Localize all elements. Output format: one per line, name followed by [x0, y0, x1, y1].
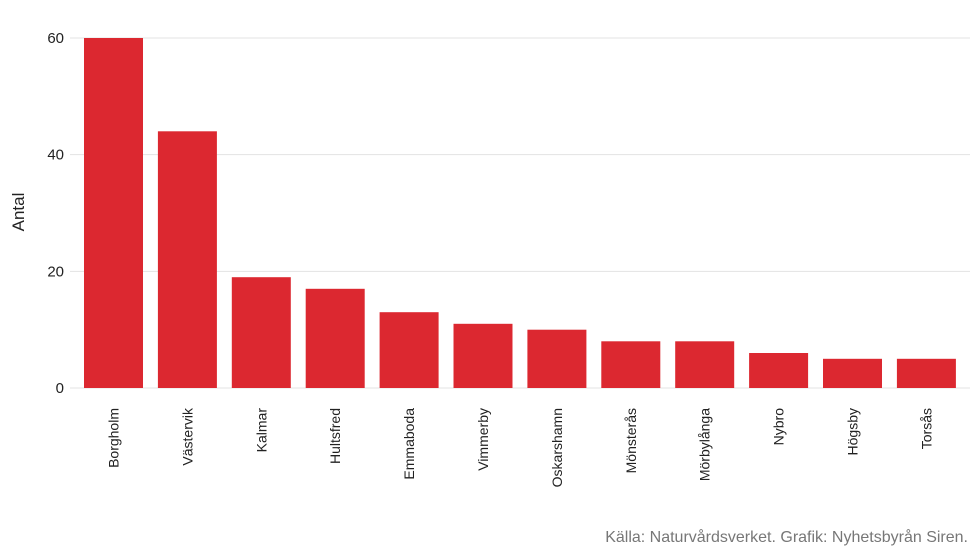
x-category-label: Oskarshamn [549, 408, 565, 487]
x-category-label: Kalmar [253, 408, 269, 453]
bars [84, 38, 956, 389]
y-tick-label: 0 [56, 380, 64, 397]
y-tick-label: 60 [47, 30, 64, 47]
x-category-label: Högsby [845, 408, 861, 455]
gridlines [70, 37, 970, 389]
x-category-label: Vimmerby [475, 408, 491, 471]
y-axis-ticks: 0 20 40 60 [47, 30, 64, 397]
bar [379, 312, 439, 388]
bar [527, 329, 587, 388]
x-category-label: Västervik [179, 407, 195, 466]
bar [823, 358, 882, 388]
bar [453, 323, 513, 388]
y-tick-label: 40 [47, 147, 64, 164]
bar [231, 277, 291, 388]
bar [749, 353, 809, 388]
bar [157, 131, 217, 389]
bar [896, 358, 956, 388]
x-category-label: Nybro [771, 408, 787, 446]
x-category-label: Emmaboda [401, 408, 417, 480]
source-credit: Källa: Naturvårdsverket. Grafik: Nyhetsb… [605, 529, 968, 546]
x-category-label: Mörbylånga [697, 408, 713, 481]
y-axis-title: Antal [9, 193, 28, 232]
x-category-label: Hultsfred [327, 408, 343, 464]
bar [84, 38, 143, 388]
x-category-label: Borgholm [106, 408, 122, 468]
bar [675, 341, 735, 388]
x-axis-categories: Borgholm Västervik Kalmar Hultsfred Emmaboda… [106, 407, 935, 487]
bar [601, 341, 661, 388]
y-tick-label: 20 [47, 263, 64, 280]
x-category-label: Torsås [918, 408, 934, 449]
bar [305, 288, 365, 388]
x-category-label: Mönsterås [623, 408, 639, 473]
